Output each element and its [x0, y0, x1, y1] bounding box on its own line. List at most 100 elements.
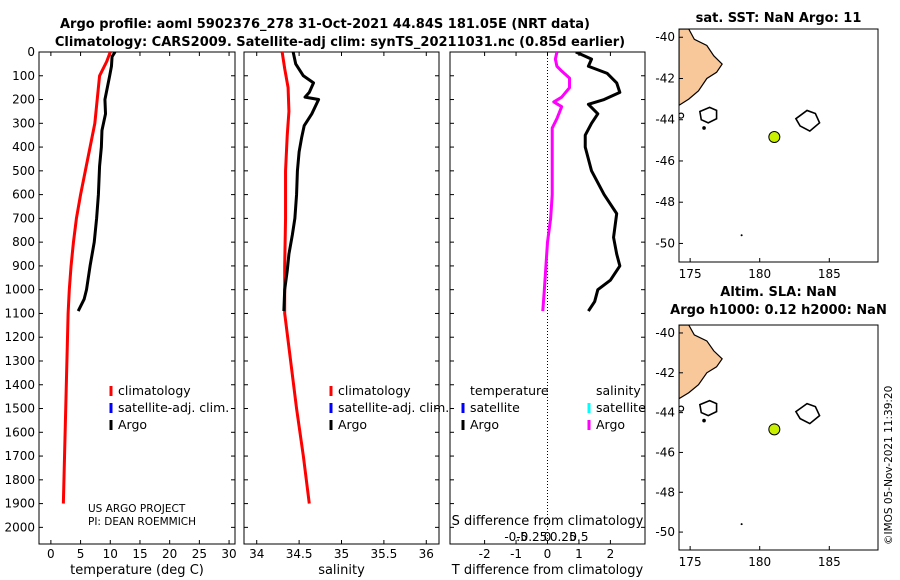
depth-tick-label: 1000 [4, 283, 35, 297]
legend-title-temperature: temperature [470, 383, 549, 398]
temperature-x-tick-label: 25 [192, 547, 207, 561]
depth-tick-label: 1300 [4, 354, 35, 368]
depth-tick-label: 400 [12, 140, 35, 154]
figure-title-line-1: Argo profile: aoml 5902376_278 31-Oct-20… [60, 17, 590, 32]
salinity-legend-label: satellite-adj. clim. [338, 400, 449, 415]
difference-x-tick-label: 2 [607, 547, 615, 561]
depth-tick-label: 500 [12, 164, 35, 178]
salinity-legend-label: climatology [338, 383, 411, 398]
sst-map-panel: -40 -42 -44 -46 -48 -50 175 180 185 sat. SST: NaN… [655, 11, 879, 281]
temperature-x-axis-label: temperature (deg C) [70, 563, 204, 578]
depth-tick-label: 1100 [4, 306, 35, 320]
salinity-diff-axis-label: S difference from climatology [452, 514, 644, 529]
temperature-series-climatology [61, 52, 112, 504]
figure-title-line-2: Climatology: CARS2009. Satellite-adj cli… [55, 35, 625, 50]
depth-tick-label: 1800 [4, 473, 35, 487]
temperature-legend-label: satellite-adj. clim. [118, 400, 229, 415]
salinity-diff-tick-label: 0.25 [550, 530, 577, 544]
coastal-islet [679, 112, 685, 119]
depth-tick-label: 2000 [4, 520, 35, 534]
map_sst-lat-tick-label: -40 [655, 30, 675, 44]
difference-x-tick-label: -1 [510, 547, 522, 561]
depth-tick-label: 200 [12, 93, 35, 107]
imos-timestamp: ©IMOS 05-Nov-2021 11:39:20 [883, 386, 895, 545]
map_sst-lon-tick-label: 175 [679, 267, 702, 281]
salinity-x-tick-label: 36 [419, 547, 434, 561]
map_sst-lat-tick-label: -42 [655, 71, 675, 85]
temperature-diff-legend-label: Argo [470, 417, 499, 432]
temperature-x-tick-label: 15 [132, 547, 147, 561]
temperature-series-argo [76, 52, 117, 312]
depth-tick-label: 1200 [4, 330, 35, 344]
salinity-series-climatology [280, 52, 311, 504]
depth-tick-label: 0 [27, 45, 35, 59]
map_sla-title: Altim. SLA: NaN [720, 285, 836, 300]
map_sla-lon-tick-label: 175 [679, 555, 702, 569]
depth-tick-label: 900 [12, 259, 35, 273]
salinity-diff-legend-label: satellite [596, 400, 646, 415]
coastal-islet [679, 405, 685, 412]
salinity-x-tick-label: 34.5 [286, 547, 313, 561]
temperature-frame [38, 51, 236, 545]
map_sla-land-group [679, 325, 821, 526]
temperature-x-tick-label: 0 [47, 547, 55, 561]
map_sla-lat-tick-label: -42 [655, 366, 675, 380]
argo-float-marker [768, 423, 781, 436]
new-zealand-landmass [679, 29, 723, 107]
argo-float-marker [768, 131, 781, 144]
salinity-panel: 34 34.5 35 35.5 36 salinity climatology satelli… [243, 51, 449, 578]
map_sst-lat-tick-label: -46 [655, 154, 675, 168]
depth-tick-label: 1900 [4, 497, 35, 511]
map_sst-lon-tick-label: 185 [818, 267, 841, 281]
temperature-x-tick-label: 5 [77, 547, 85, 561]
salinity-diff-tick-label: 0 [544, 530, 552, 544]
map_sst-title: sat. SST: NaN Argo: 11 [696, 11, 862, 26]
depth-tick-label: 100 [12, 69, 35, 83]
legend-title-salinity: salinity [596, 383, 641, 398]
map_sst-lon-tick-label: 180 [748, 267, 771, 281]
salinity-legend-label: Argo [338, 417, 367, 432]
salinity-diff-tick-label: -0.5 [504, 530, 527, 544]
pi-credit: PI: DEAN ROEMMICH [88, 516, 196, 528]
map_sla-lon-tick-label: 185 [818, 555, 841, 569]
map_sst-lat-tick-label: -50 [655, 236, 675, 250]
salinity-x-tick-label: 35.5 [371, 547, 398, 561]
antipodes-islet [740, 523, 743, 526]
new-zealand-landmass [679, 325, 723, 400]
antipodes-islet [740, 234, 743, 237]
salinity-x-tick-label: 34 [249, 547, 264, 561]
map_sla-lat-tick-label: -44 [655, 406, 675, 420]
depth-tick-label: 800 [12, 235, 35, 249]
depth-tick-label: 700 [12, 211, 35, 225]
map_sla-frame [678, 324, 879, 551]
chatham-island [698, 106, 718, 124]
map_sst-lat-tick-label: -44 [655, 113, 675, 127]
difference-x-axis-label: T difference from climatology [451, 563, 644, 578]
temperature-diff-legend-label: satellite [470, 400, 520, 415]
depth-tick-label: 1600 [4, 425, 35, 439]
salinity-diff-legend-label: Argo [596, 417, 625, 432]
map_sst-lat-tick-label: -48 [655, 195, 675, 209]
depth-tick-label: 600 [12, 188, 35, 202]
depth-tick-label: 300 [12, 116, 35, 130]
salinity-x-axis-label: salinity [318, 563, 365, 578]
map_sla-lat-tick-label: -46 [655, 445, 675, 459]
salinity-diff-tick-label: 0.5 [569, 530, 588, 544]
salinity-x-tick-label: 35 [334, 547, 349, 561]
depth-tick-label: 1500 [4, 402, 35, 416]
temperature-legend-label: climatology [118, 383, 191, 398]
map_sst-frame [678, 28, 879, 263]
salinity-series-argo [282, 52, 321, 312]
salinity-frame [243, 51, 440, 545]
map_sla-lat-tick-label: -50 [655, 525, 675, 539]
map_sla-lon-tick-label: 180 [748, 555, 771, 569]
map_sla-lat-tick-label: -48 [655, 485, 675, 499]
salinity-diff-tick-label: -0.25 [516, 530, 547, 544]
eastern-island [794, 402, 821, 425]
eastern-island [794, 109, 821, 133]
temperature-x-tick-label: 30 [221, 547, 236, 561]
temperature-legend-label: Argo [118, 417, 147, 432]
project-credit: US ARGO PROJECT [88, 503, 186, 515]
pitt-islet [702, 126, 706, 130]
